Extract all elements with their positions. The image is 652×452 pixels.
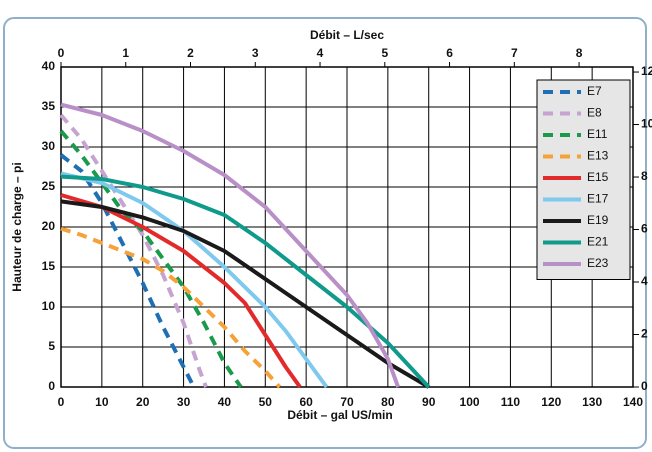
- x-tick-label: 140: [623, 395, 643, 409]
- y2-tick-label: 10: [641, 117, 652, 131]
- x-tick-label: 130: [582, 395, 602, 409]
- legend-label: E19: [587, 213, 609, 227]
- series-line: [60, 193, 302, 389]
- series-line: [60, 199, 430, 389]
- y-tick-label: 15: [42, 259, 56, 273]
- y-tick-label: 10: [42, 299, 56, 313]
- plot-border: [60, 66, 634, 388]
- x2-tick-label: 8: [576, 46, 583, 60]
- x-tick-label: 70: [340, 395, 354, 409]
- x-tick-label: 60: [299, 395, 313, 409]
- series-line: [60, 102, 400, 388]
- x2-axis-label: Débit – L/sec: [310, 28, 384, 42]
- x2-tick-label: 7: [511, 46, 518, 60]
- x-tick-label: 40: [218, 395, 232, 409]
- legend-label: E8: [587, 106, 602, 120]
- legend-label: E23: [587, 256, 609, 270]
- legend-label: E7: [587, 84, 602, 98]
- y-tick-label: 40: [42, 59, 56, 73]
- y-tick-label: 25: [42, 179, 56, 193]
- legend-label: E15: [587, 170, 609, 184]
- x2-tick-label: 5: [381, 46, 388, 60]
- y2-tick-label: 6: [641, 222, 648, 236]
- x-tick-label: 90: [422, 395, 436, 409]
- y2-tick-label: 12: [641, 64, 652, 78]
- y-tick-label: 20: [42, 219, 56, 233]
- x-tick-label: 30: [177, 395, 191, 409]
- legend-label: E13: [587, 149, 609, 163]
- x-tick-label: 120: [541, 395, 561, 409]
- x2-tick-label: 1: [122, 46, 129, 60]
- y2-tick-label: 8: [641, 169, 648, 183]
- series-line: [60, 171, 329, 389]
- x-tick-label: 0: [58, 395, 65, 409]
- y2-tick-label: 2: [641, 327, 648, 341]
- x-tick-label: 80: [381, 395, 395, 409]
- y-axis-label: Hauteur de charge – pi: [10, 162, 24, 291]
- y2-tick-label: 4: [641, 274, 648, 288]
- y2-tick-label: 0: [641, 379, 648, 393]
- x2-tick-label: 2: [187, 46, 194, 60]
- x2-tick-label: 3: [252, 46, 259, 60]
- y-tick-label: 30: [42, 139, 56, 153]
- x-tick-label: 10: [95, 395, 109, 409]
- x-tick-label: 20: [136, 395, 150, 409]
- x-tick-label: 110: [501, 395, 521, 409]
- frame: [3, 17, 647, 449]
- x2-tick-label: 6: [446, 46, 453, 60]
- x-tick-label: 100: [460, 395, 480, 409]
- legend-label: E21: [587, 235, 609, 249]
- y-tick-label: 35: [42, 99, 56, 113]
- series-line: [59, 113, 208, 388]
- series-line: [60, 226, 282, 389]
- x-axis-label: Débit – gal US/min: [287, 408, 392, 422]
- legend-label: E17: [587, 192, 609, 206]
- x2-tick-label: 0: [58, 46, 65, 60]
- y-tick-label: 5: [48, 339, 55, 353]
- x2-tick-label: 4: [317, 46, 324, 60]
- series-line: [59, 129, 243, 389]
- series-line: [59, 153, 196, 388]
- legend-label: E11: [587, 127, 608, 141]
- y-tick-label: 0: [48, 379, 55, 393]
- x-tick-label: 50: [259, 395, 273, 409]
